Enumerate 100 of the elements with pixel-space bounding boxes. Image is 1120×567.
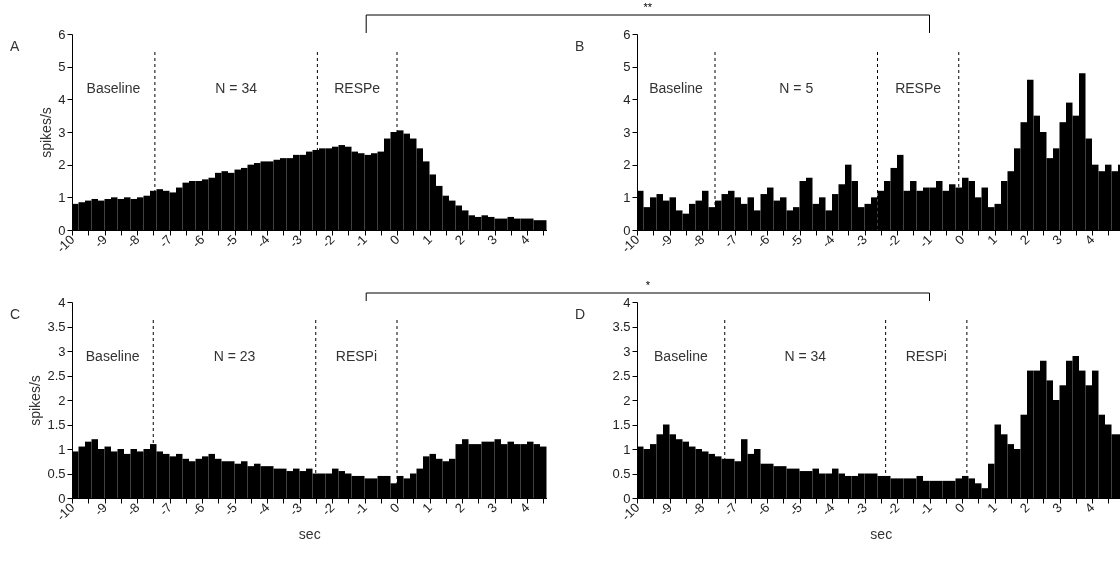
x-tick-label: -7 xyxy=(156,499,175,519)
x-tick-label: -9 xyxy=(656,499,675,519)
x-tick-label: -5 xyxy=(221,231,240,251)
y-tick-label: 4 xyxy=(623,294,631,310)
x-tick-label: -7 xyxy=(721,499,740,519)
y-tick-label: 1.5 xyxy=(47,417,66,432)
x-tick-label: 1 xyxy=(419,231,435,248)
y-tick-label: 2 xyxy=(623,157,631,173)
y-tick-label: 2 xyxy=(623,392,631,408)
y-tick-label: 3 xyxy=(58,124,66,140)
annotation: N = 5 xyxy=(779,80,814,96)
x-tick-label: 3 xyxy=(1049,231,1065,248)
x-tick-label: 2 xyxy=(1016,231,1033,248)
x-tick-label: -2 xyxy=(883,499,903,519)
y-tick-label: 6 xyxy=(623,26,631,42)
x-tick-label: -6 xyxy=(188,499,208,519)
x-tick-label: -3 xyxy=(851,231,870,251)
x-tick-label: -9 xyxy=(656,231,675,251)
x-tick-label: 0 xyxy=(386,499,403,516)
y-tick-label: 2.5 xyxy=(47,368,66,383)
x-tick-label: -4 xyxy=(253,499,273,519)
y-tick-label: 0.5 xyxy=(612,466,631,481)
annotation: N = 23 xyxy=(213,348,256,364)
y-tick-label: 1.5 xyxy=(612,417,631,432)
x-tick-label: -4 xyxy=(818,231,838,251)
y-tick-label: 1 xyxy=(58,441,66,457)
chart-title: B xyxy=(575,38,585,54)
x-tick-label: -9 xyxy=(91,499,110,519)
annotation: N = 34 xyxy=(784,348,827,364)
x-tick-label: -6 xyxy=(753,231,773,251)
y-tick-label: 3 xyxy=(623,343,631,359)
x-tick-label: -3 xyxy=(286,231,305,251)
annotation: Baseline xyxy=(654,348,708,364)
annotation: RESPe xyxy=(895,80,942,96)
annotation: Baseline xyxy=(85,348,140,364)
x-tick-label: 2 xyxy=(451,499,468,516)
y-tick-label: 0.5 xyxy=(47,466,66,481)
x-tick-label: 4 xyxy=(516,231,533,248)
x-tick-label: -2 xyxy=(883,231,903,251)
y-axis-title: spikes/s xyxy=(27,375,44,426)
x-tick-label: -4 xyxy=(253,231,273,251)
x-tick-label: -9 xyxy=(91,231,110,251)
x-axis-title: sec xyxy=(870,525,893,542)
x-tick-label: -7 xyxy=(721,231,740,251)
y-tick-label: 2 xyxy=(58,157,66,173)
x-tick-label: 3 xyxy=(484,499,500,516)
x-tick-label: -1 xyxy=(351,499,370,519)
y-tick-label: 1 xyxy=(623,189,631,205)
x-tick-label: 4 xyxy=(1081,499,1098,516)
y-tick-label: 3.5 xyxy=(612,319,631,334)
y-tick-label: 1 xyxy=(58,189,66,205)
x-tick-label: -7 xyxy=(156,231,175,251)
x-tick-label: -5 xyxy=(221,499,240,519)
y-tick-label: 5 xyxy=(58,59,66,75)
y-tick-label: 2.5 xyxy=(612,368,631,383)
chart-title: C xyxy=(10,306,21,322)
x-tick-label: 1 xyxy=(419,499,435,516)
x-tick-label: -2 xyxy=(318,231,338,251)
x-tick-label: 3 xyxy=(1049,499,1065,516)
x-tick-label: 3 xyxy=(484,231,500,248)
x-tick-label: -6 xyxy=(753,499,773,519)
x-tick-label: -2 xyxy=(318,499,338,519)
x-tick-label: 4 xyxy=(516,499,533,516)
y-tick-label: 3 xyxy=(58,343,66,359)
text: ** xyxy=(643,1,653,13)
x-tick-label: -6 xyxy=(188,231,208,251)
x-tick-label: 0 xyxy=(951,231,968,248)
x-tick-label: -1 xyxy=(916,231,935,251)
x-tick-label: 2 xyxy=(1016,499,1033,516)
x-tick-label: 4 xyxy=(1081,231,1098,248)
x-tick-label: 0 xyxy=(386,231,403,248)
annotation: RESPi xyxy=(905,348,947,364)
y-tick-label: 3.5 xyxy=(47,319,66,334)
y-tick-label: 3 xyxy=(623,124,631,140)
chart-title: D xyxy=(575,306,586,322)
x-tick-label: -5 xyxy=(786,231,805,251)
y-tick-label: 2 xyxy=(58,392,66,408)
annotation: Baseline xyxy=(649,80,704,96)
y-tick-label: 1 xyxy=(623,441,631,457)
x-tick-label: 2 xyxy=(451,231,468,248)
y-tick-label: 5 xyxy=(623,59,631,75)
x-tick-label: -4 xyxy=(818,499,838,519)
x-tick-label: -5 xyxy=(786,499,805,519)
y-axis-title: spikes/s xyxy=(38,107,55,158)
x-tick-label: -8 xyxy=(123,499,143,519)
x-tick-label: -1 xyxy=(351,231,370,251)
x-tick-label: 0 xyxy=(951,499,968,516)
y-tick-label: 4 xyxy=(623,91,631,107)
annotation: Baseline xyxy=(86,80,141,96)
x-tick-label: -1 xyxy=(916,499,935,519)
text: * xyxy=(645,279,650,291)
y-tick-label: 4 xyxy=(58,294,66,310)
x-tick-label: -3 xyxy=(286,499,305,519)
x-tick-label: -3 xyxy=(851,499,870,519)
annotation: RESPi xyxy=(335,348,377,364)
x-tick-label: -8 xyxy=(688,499,708,519)
y-tick-label: 6 xyxy=(58,26,66,42)
x-tick-label: -8 xyxy=(123,231,143,251)
y-tick-label: 4 xyxy=(58,91,66,107)
x-tick-label: 1 xyxy=(984,499,1000,516)
